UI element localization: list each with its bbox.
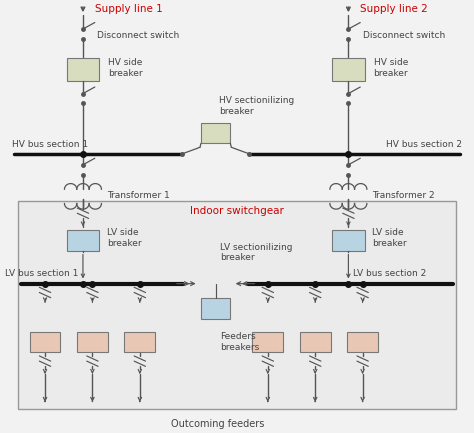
Bar bbox=[18, 201, 456, 409]
Bar bbox=[252, 332, 283, 352]
Text: LV sectionilizing
breaker: LV sectionilizing breaker bbox=[220, 242, 293, 262]
Bar bbox=[124, 332, 155, 352]
Bar bbox=[300, 332, 331, 352]
Text: HV bus section 2: HV bus section 2 bbox=[386, 139, 462, 149]
Bar bbox=[201, 123, 230, 143]
Bar bbox=[332, 230, 365, 251]
Bar bbox=[29, 332, 61, 352]
Bar bbox=[77, 332, 108, 352]
Text: LV bus section 1: LV bus section 1 bbox=[5, 269, 78, 278]
Bar bbox=[332, 58, 365, 81]
Text: HV bus section 1: HV bus section 1 bbox=[12, 139, 88, 149]
Text: LV side
breaker: LV side breaker bbox=[372, 228, 407, 248]
Bar bbox=[67, 58, 99, 81]
Text: HV sectionilizing
breaker: HV sectionilizing breaker bbox=[219, 96, 295, 116]
Text: HV side
breaker: HV side breaker bbox=[374, 58, 408, 78]
Text: Supply line 2: Supply line 2 bbox=[360, 3, 428, 14]
Text: Supply line 1: Supply line 1 bbox=[95, 3, 163, 14]
Bar bbox=[347, 332, 378, 352]
Bar bbox=[201, 298, 230, 319]
Text: Transformer 2: Transformer 2 bbox=[372, 191, 435, 200]
Text: LV side
breaker: LV side breaker bbox=[107, 228, 141, 248]
Text: Disconnect switch: Disconnect switch bbox=[363, 32, 445, 40]
Text: Disconnect switch: Disconnect switch bbox=[97, 32, 180, 40]
Text: Transformer 1: Transformer 1 bbox=[107, 191, 169, 200]
Text: LV bus section 2: LV bus section 2 bbox=[353, 269, 427, 278]
Text: Indoor switchgear: Indoor switchgear bbox=[190, 206, 284, 216]
Bar bbox=[67, 230, 99, 251]
Text: HV side
breaker: HV side breaker bbox=[108, 58, 143, 78]
Text: Feeders
breakers: Feeders breakers bbox=[220, 333, 260, 352]
Text: Outcoming feeders: Outcoming feeders bbox=[172, 419, 264, 429]
